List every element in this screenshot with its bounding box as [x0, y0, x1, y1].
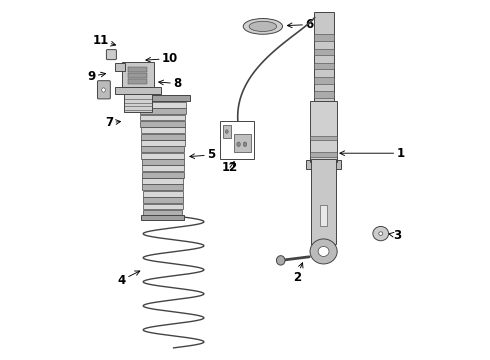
Bar: [143, 203, 183, 210]
Bar: [320, 205, 327, 226]
Bar: [143, 191, 183, 197]
Bar: [306, 160, 342, 169]
Bar: [115, 63, 125, 71]
Bar: [140, 108, 186, 114]
Text: 9: 9: [87, 70, 105, 83]
Bar: [136, 95, 190, 102]
Bar: [311, 158, 336, 244]
Ellipse shape: [243, 142, 247, 147]
Bar: [143, 184, 183, 190]
Bar: [140, 114, 185, 121]
Bar: [141, 147, 184, 152]
Bar: [143, 197, 183, 203]
Bar: [314, 12, 334, 102]
Bar: [223, 125, 231, 138]
Bar: [141, 134, 185, 140]
Bar: [314, 34, 334, 41]
Bar: [142, 159, 184, 165]
Text: 5: 5: [190, 148, 215, 162]
Bar: [310, 102, 337, 162]
Ellipse shape: [225, 130, 228, 133]
Bar: [220, 121, 254, 158]
Bar: [234, 134, 251, 152]
Ellipse shape: [243, 18, 283, 34]
Bar: [314, 91, 334, 98]
Bar: [310, 136, 337, 140]
Text: 6: 6: [287, 18, 314, 31]
Bar: [143, 210, 182, 216]
Text: 11: 11: [92, 34, 116, 47]
Bar: [128, 73, 147, 78]
FancyBboxPatch shape: [98, 81, 110, 99]
Ellipse shape: [237, 142, 241, 147]
Bar: [122, 62, 154, 87]
Text: 8: 8: [159, 77, 181, 90]
Bar: [141, 140, 185, 146]
Ellipse shape: [379, 232, 383, 235]
Ellipse shape: [373, 226, 389, 241]
Bar: [314, 77, 334, 84]
Bar: [142, 172, 184, 177]
Bar: [128, 67, 147, 72]
Bar: [115, 87, 161, 94]
Text: 7: 7: [105, 116, 121, 129]
Text: 10: 10: [146, 52, 178, 65]
Text: 1: 1: [340, 147, 404, 160]
Ellipse shape: [310, 239, 337, 264]
Bar: [142, 166, 184, 171]
Bar: [314, 49, 334, 55]
Bar: [142, 178, 183, 184]
Text: 12: 12: [222, 161, 238, 174]
Bar: [141, 121, 185, 127]
Bar: [128, 79, 147, 84]
Text: 2: 2: [293, 263, 303, 284]
Bar: [314, 63, 334, 69]
Text: 4: 4: [118, 271, 140, 287]
Bar: [123, 94, 152, 112]
Ellipse shape: [249, 21, 277, 32]
Bar: [319, 12, 328, 152]
Text: 3: 3: [389, 229, 401, 242]
Bar: [142, 215, 184, 220]
Ellipse shape: [318, 247, 329, 256]
Bar: [310, 153, 337, 157]
Ellipse shape: [276, 256, 285, 265]
Bar: [141, 127, 185, 133]
FancyBboxPatch shape: [106, 50, 117, 60]
Ellipse shape: [102, 88, 105, 92]
Bar: [140, 102, 186, 108]
Bar: [142, 153, 184, 158]
